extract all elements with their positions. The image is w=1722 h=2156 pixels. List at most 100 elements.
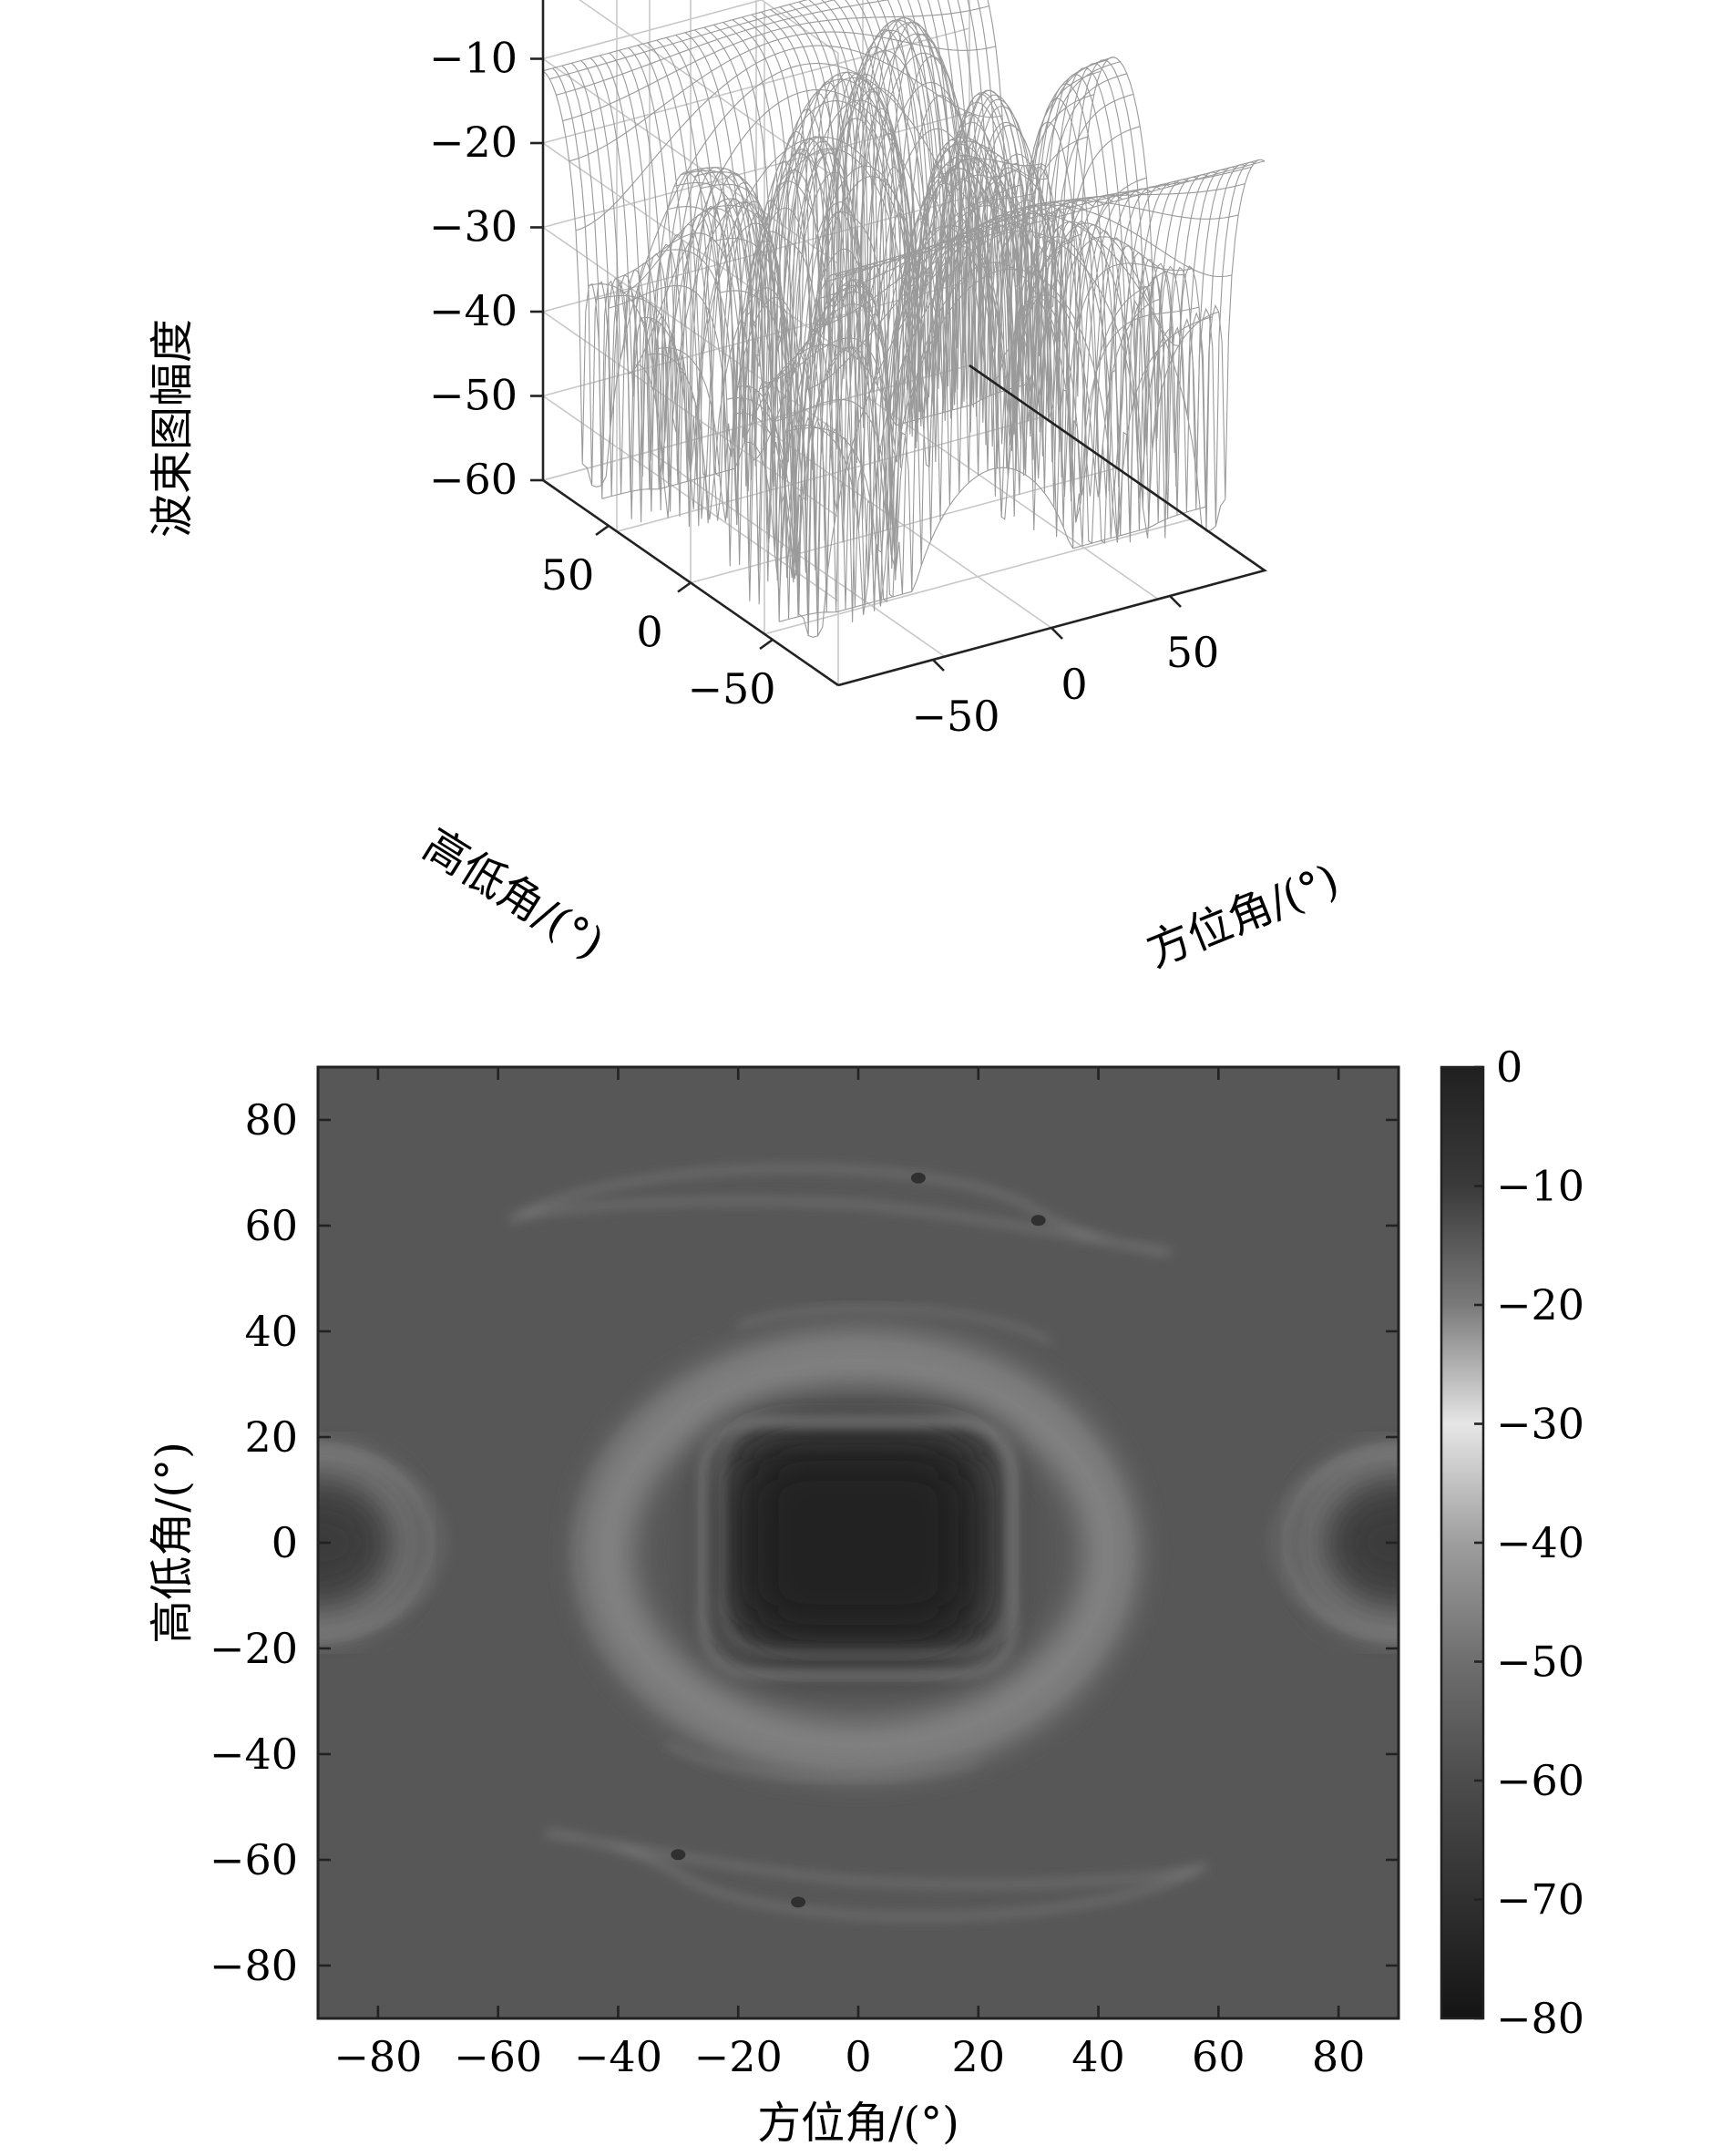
surface-mesh	[542, 0, 1266, 638]
z-tick-label: −30	[429, 202, 518, 252]
x-tick	[1051, 627, 1063, 640]
mesh-line	[562, 5, 989, 122]
mesh-line	[947, 0, 1227, 519]
surface-ylabel: 高低角/(°)	[415, 819, 613, 970]
mesh-line	[609, 52, 906, 610]
x-tick	[1169, 595, 1182, 608]
y-tick	[677, 581, 692, 593]
mesh-line	[628, 71, 1055, 375]
colorbar: 0 −10 −20 −30 −40 −50 −60 −70 −80	[1440, 1042, 1584, 2043]
sidelobe-halo	[579, 1330, 1138, 1777]
mesh-line	[833, 0, 1123, 531]
colorbar-tick-label: −20	[1496, 1280, 1584, 1330]
mesh-line	[575, 45, 1003, 231]
y-tick-label: −40	[210, 1730, 298, 1779]
x-tick-label: 0	[845, 2032, 871, 2081]
mesh-line	[887, 0, 1171, 543]
mesh-line	[957, 0, 1237, 516]
y-tick	[759, 638, 774, 651]
z-tick-label: −20	[429, 118, 518, 167]
null-contour	[665, 1741, 979, 1780]
null-contour	[1271, 1446, 1399, 1639]
colorbar-segment	[1441, 1067, 1483, 1186]
mesh-line	[779, 467, 1206, 622]
heatmap-ylabel: 高低角/(°)	[147, 1442, 198, 1644]
grating-lobe	[318, 1479, 396, 1607]
colorbar-segment	[1441, 1186, 1483, 1306]
mesh-line	[600, 55, 896, 623]
mesh-line	[570, 62, 867, 615]
sidelobe-halo	[1296, 1444, 1399, 1641]
colorbar-tick-label: −50	[1496, 1638, 1584, 1687]
y-tick-label: −50	[687, 664, 775, 714]
y-tick	[595, 524, 610, 537]
null-contour	[574, 1340, 1131, 1767]
grating-lobe	[1320, 1479, 1399, 1607]
mesh-line	[987, 0, 1266, 508]
grid-line	[764, 518, 1192, 635]
y-tick-label: 0	[272, 1518, 298, 1567]
y-tick-label: 80	[244, 1095, 298, 1145]
y-tick-label: 20	[244, 1412, 298, 1462]
null-contour	[718, 1419, 1010, 1656]
mesh-line	[937, 0, 1218, 523]
colorbar-tick-label: 0	[1496, 1042, 1522, 1092]
z-tick-label: −60	[429, 455, 518, 504]
colorbar-tick-label: −70	[1496, 1875, 1584, 1925]
colorbar-segment	[1441, 1661, 1483, 1781]
colorbar-segment	[1441, 1899, 1483, 2019]
sidelobe-halo	[318, 1444, 421, 1641]
colorbar-tick-label: −30	[1496, 1400, 1584, 1449]
null-contour	[1281, 1450, 1399, 1636]
heatmap-ticks: −80 −60 −40 −20 0 20 40 60 80806040200−20−40−60−…	[210, 1067, 1399, 2081]
mesh-line	[831, 159, 1258, 276]
null-contour	[591, 1349, 1125, 1758]
null-contour	[546, 1831, 1208, 1920]
x-tick-label: −50	[911, 692, 999, 741]
z-tick-label: −10	[429, 34, 518, 83]
floor-front-edge	[837, 364, 1268, 687]
mesh-line	[654, 175, 1081, 522]
x-tick-label: 40	[1071, 2032, 1125, 2081]
mesh-line	[977, 0, 1256, 527]
y-tick-label: −20	[210, 1624, 298, 1673]
mesh-line	[693, 21, 1121, 461]
deep-null	[1030, 1215, 1046, 1227]
mesh-line	[845, 0, 1133, 549]
null-contour	[318, 1446, 446, 1639]
x-tick-label: −60	[454, 2032, 542, 2081]
y-tick-label: 40	[244, 1307, 298, 1356]
x-tick-label: −20	[694, 2032, 783, 2081]
x-tick-label: −40	[574, 2032, 662, 2081]
y-tick-label: 50	[541, 550, 595, 600]
colorbar-tick-label: −40	[1496, 1518, 1584, 1567]
x-tick-label: −80	[333, 2032, 422, 2081]
mesh-line	[549, 0, 836, 80]
mesh-line	[785, 268, 1213, 607]
mesh-line	[967, 0, 1246, 532]
main-lobe-core	[750, 1453, 967, 1633]
surface-xlabel: 方位角/(°)	[1140, 855, 1346, 978]
y-tick-label: −60	[210, 1835, 298, 1884]
y-tick-label: 0	[636, 608, 662, 657]
mesh-line	[628, 47, 924, 611]
z-tick-label: −50	[429, 371, 518, 420]
surface-zlabel: 波束图幅度	[147, 319, 198, 538]
x-tick-label: 0	[1061, 660, 1087, 709]
colorbar-segment	[1441, 1305, 1483, 1424]
mesh-line	[656, 39, 953, 598]
heatmap-plot: −80 −60 −40 −20 0 20 40 60 80806040200−20−40−60−…	[147, 1042, 1584, 2149]
deep-null	[791, 1896, 806, 1908]
colorbar-tick-label: −80	[1496, 1994, 1584, 2043]
colorbar-tick-label: −10	[1496, 1162, 1584, 1211]
deep-null	[671, 1849, 686, 1861]
mesh-line	[856, 0, 1143, 546]
mesh-line	[792, 230, 1219, 615]
x-tick-label: 60	[1192, 2032, 1245, 2081]
y-tick-label: 60	[244, 1201, 298, 1250]
colorbar-tick-label: −60	[1496, 1756, 1584, 1805]
colorbar-segment	[1441, 1423, 1483, 1544]
heatmap-xlabel: 方位角/(°)	[757, 2098, 959, 2149]
